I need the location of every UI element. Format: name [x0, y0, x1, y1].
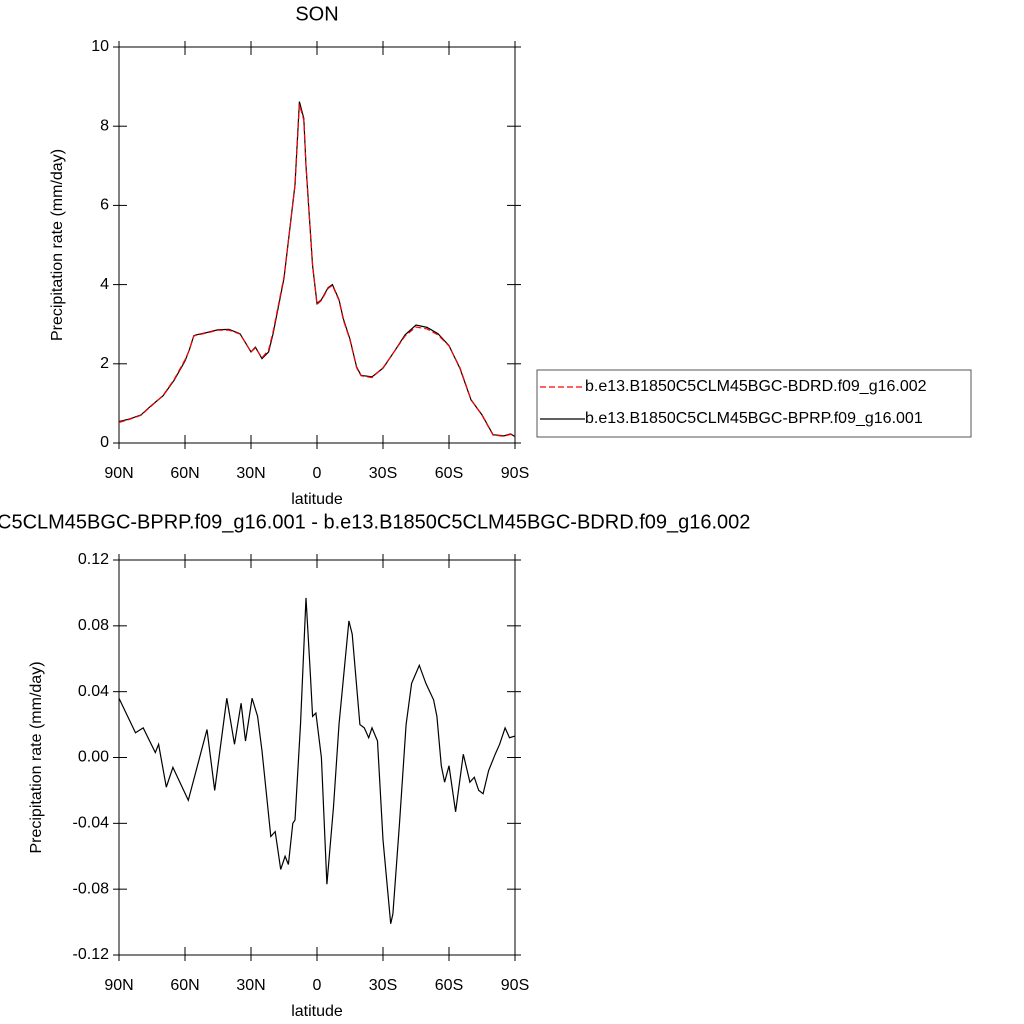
y-axis-label: Precipitation rate (mm/day)	[28, 661, 45, 853]
y-tick-label: 0.00	[78, 749, 109, 766]
x-tick-label: 60S	[435, 465, 463, 482]
chart-title: b.e13.B1850C5CLM45BGC-BPRP.f09_g16.001 -…	[0, 511, 750, 533]
y-tick-label: 6	[100, 197, 109, 214]
x-tick-label: 30S	[369, 977, 397, 994]
x-tick-label: 30S	[369, 465, 397, 482]
y-tick-label: -0.04	[73, 815, 110, 832]
x-tick-label: 90N	[104, 977, 133, 994]
y-tick-label: 0.12	[78, 551, 109, 568]
x-tick-label: 60N	[170, 465, 199, 482]
x-tick-label: 30N	[236, 977, 265, 994]
legend-label: b.e13.B1850C5CLM45BGC-BPRP.f09_g16.001	[585, 410, 923, 427]
y-tick-label: 0.04	[78, 683, 109, 700]
y-tick-label: 2	[100, 355, 109, 372]
x-tick-label: 0	[313, 465, 322, 482]
data-line	[118, 101, 516, 438]
y-tick-label: 10	[91, 38, 109, 55]
legend-label: b.e13.B1850C5CLM45BGC-BDRD.f09_g16.002	[585, 378, 927, 395]
y-axis-label: Precipitation rate (mm/day)	[49, 149, 66, 341]
x-tick-label: 0	[313, 977, 322, 994]
x-tick-label: 90N	[104, 465, 133, 482]
x-tick-label: 90S	[501, 465, 529, 482]
x-tick-label: 60N	[170, 977, 199, 994]
legend-box	[536, 369, 972, 438]
plot-frame	[118, 46, 516, 444]
x-tick-label: 30N	[236, 465, 265, 482]
data-line	[118, 104, 516, 438]
plot-frame	[118, 559, 516, 956]
x-axis-label: latitude	[291, 1003, 343, 1020]
y-tick-label: 8	[100, 117, 109, 134]
chart-title: SON	[295, 3, 338, 25]
x-tick-label: 90S	[501, 977, 529, 994]
x-tick-label: 60S	[435, 977, 463, 994]
y-tick-label: 4	[100, 276, 109, 293]
y-tick-label: 0.08	[78, 617, 109, 634]
y-tick-label: -0.12	[73, 946, 110, 963]
x-axis-label: latitude	[291, 491, 343, 508]
data-line	[118, 597, 516, 924]
y-tick-label: 0	[100, 434, 109, 451]
y-tick-label: -0.08	[73, 880, 110, 897]
